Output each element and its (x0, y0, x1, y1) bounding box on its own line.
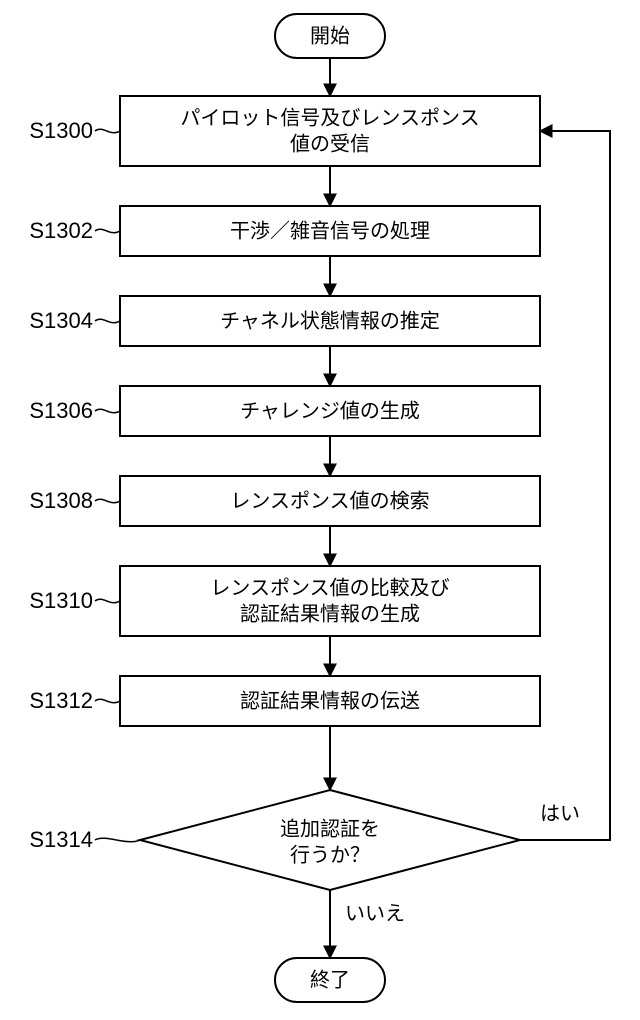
terminal-start: 開始 (275, 14, 385, 58)
svg-text:パイロット信号及びレンスポンス: パイロット信号及びレンスポンス (180, 106, 479, 129)
svg-text:チャネル状態情報の推定: チャネル状態情報の推定 (220, 309, 440, 332)
svg-text:チャレンジ値の生成: チャレンジ値の生成 (240, 399, 420, 422)
svg-text:追加認証を: 追加認証を (280, 817, 380, 840)
step-label-s1300: S1300 (29, 118, 93, 143)
label-tick-s1314 (95, 838, 140, 841)
svg-text:レンスポンス値の検索: レンスポンス値の検索 (230, 489, 429, 512)
svg-text:干渉／雑音信号の処理: 干渉／雑音信号の処理 (230, 219, 430, 242)
label-no: いいえ (345, 903, 405, 925)
step-s1306: チャレンジ値の生成 (120, 386, 540, 436)
step-label-s1308: S1308 (29, 488, 93, 513)
step-s1300: パイロット信号及びレンスポンス値の受信 (120, 96, 540, 166)
decision-s1314: 追加認証を行うか？ (140, 790, 520, 890)
step-s1308: レンスポンス値の検索 (120, 476, 540, 526)
step-label-s1314: S1314 (29, 827, 93, 852)
svg-text:認証結果情報の生成: 認証結果情報の生成 (240, 602, 420, 625)
step-label-s1306: S1306 (29, 398, 93, 423)
step-s1302: 干渉／雑音信号の処理 (120, 206, 540, 256)
step-s1304: チャネル状態情報の推定 (120, 296, 540, 346)
step-label-s1304: S1304 (29, 308, 93, 333)
step-label-s1312: S1312 (29, 688, 93, 713)
svg-text:認証結果情報の伝送: 認証結果情報の伝送 (240, 689, 420, 712)
step-s1310: レンスポンス値の比較及び認証結果情報の生成 (120, 566, 540, 636)
label-yes: はい (540, 803, 580, 825)
svg-text:行うか？: 行うか？ (290, 843, 370, 866)
step-s1312: 認証結果情報の伝送 (120, 676, 540, 726)
svg-text:開始: 開始 (310, 24, 350, 47)
svg-text:値の受信: 値の受信 (290, 132, 370, 155)
svg-text:終了: 終了 (310, 968, 350, 991)
arrow-decision-yes-loop (520, 131, 610, 840)
step-label-s1302: S1302 (29, 218, 93, 243)
step-label-s1310: S1310 (29, 588, 93, 613)
svg-text:レンスポンス値の比較及び: レンスポンス値の比較及び (210, 576, 449, 599)
terminal-end: 終了 (275, 958, 385, 1002)
